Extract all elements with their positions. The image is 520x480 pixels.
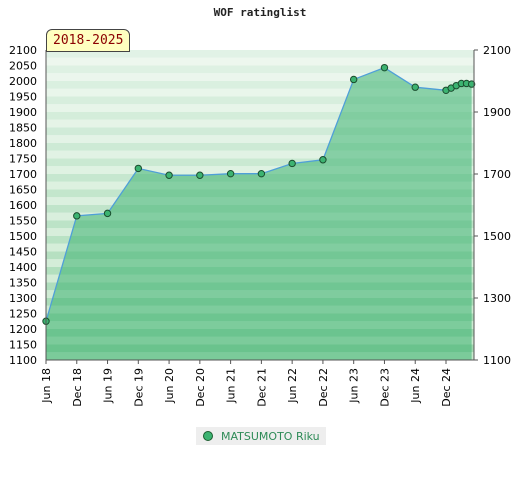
data-point [103, 209, 112, 218]
y-tick-label-left: 1550 [9, 215, 37, 228]
data-point [257, 169, 266, 178]
x-tick-label: Dec 19 [132, 368, 145, 407]
data-point [288, 159, 296, 168]
y-tick-label-left: 1500 [9, 230, 37, 243]
y-tick-label-left: 1900 [9, 106, 37, 119]
x-tick-label: Jun 22 [286, 368, 299, 404]
y-tick-label-right: 1900 [483, 106, 511, 119]
background-band [46, 119, 474, 128]
background-band [46, 88, 474, 97]
y-tick-label-left: 1850 [9, 122, 37, 135]
background-band [46, 65, 474, 74]
x-tick-label: Jun 20 [163, 368, 176, 404]
x-tick-label: Dec 20 [194, 368, 207, 407]
background-band [46, 158, 474, 167]
x-tick-label: Jun 19 [102, 368, 115, 404]
background-band [46, 112, 474, 120]
background-band [46, 127, 474, 136]
x-tick-label: Dec 24 [440, 368, 453, 407]
background-band [46, 73, 474, 81]
y-tick-label-right: 1700 [483, 168, 511, 181]
y-tick-label-left: 2050 [9, 60, 37, 73]
background-band [46, 50, 474, 58]
data-point [134, 164, 143, 173]
y-tick-label-left: 1700 [9, 168, 37, 181]
y-tick-label-left: 1950 [9, 91, 37, 104]
data-point [467, 80, 476, 88]
data-point [411, 83, 419, 91]
y-tick-label-left: 1300 [9, 292, 37, 305]
background-band [46, 150, 474, 159]
data-point [380, 63, 389, 72]
x-tick-label: Jun 23 [348, 368, 361, 404]
background-band [46, 166, 474, 174]
legend-swatch [203, 431, 213, 441]
period-badge: 2018-2025 [46, 29, 131, 52]
x-tick-label: Dec 23 [378, 368, 391, 407]
y-tick-label-left: 1750 [9, 153, 37, 166]
y-tick-label-left: 2000 [9, 75, 37, 88]
data-point [226, 169, 235, 178]
y-tick-label-right: 1300 [483, 292, 511, 305]
y-tick-label-left: 1100 [9, 354, 37, 367]
data-point [165, 171, 173, 179]
x-tick-label: Dec 22 [317, 368, 330, 407]
y-tick-label-left: 1400 [9, 261, 37, 274]
x-tick-label: Jun 21 [225, 368, 238, 404]
chart-title: WOF ratinglist [213, 6, 307, 19]
data-point [196, 171, 204, 179]
y-tick-label-right: 1500 [483, 230, 511, 243]
background-band [46, 104, 474, 112]
x-tick-label: Jun 18 [40, 368, 53, 404]
data-point [319, 156, 327, 164]
y-tick-label-left: 1650 [9, 184, 37, 197]
data-point [73, 212, 81, 220]
y-tick-label-left: 1200 [9, 323, 37, 336]
y-tick-label-left: 2100 [9, 44, 37, 57]
y-tick-label-left: 1250 [9, 308, 37, 321]
data-point [349, 75, 358, 84]
series-area [46, 67, 472, 361]
y-tick-label-right: 2100 [483, 44, 511, 57]
y-tick-label-right: 1100 [483, 354, 511, 367]
background-band [46, 81, 474, 89]
x-tick-label: Dec 18 [71, 368, 84, 407]
background-band [46, 96, 474, 105]
background-band [46, 143, 474, 151]
legend-label: MATSUMOTO Riku [221, 429, 320, 443]
x-tick-label: Jun 24 [409, 368, 422, 404]
y-tick-label-left: 1800 [9, 137, 37, 150]
y-tick-label-left: 1150 [9, 339, 37, 352]
background-band [46, 135, 474, 143]
legend: MATSUMOTO Riku [196, 427, 326, 445]
background-band [46, 57, 474, 66]
x-tick-label: Dec 21 [255, 368, 268, 407]
y-tick-label-left: 1600 [9, 199, 37, 212]
y-tick-label-left: 1350 [9, 277, 37, 290]
y-tick-label-left: 1450 [9, 246, 37, 259]
